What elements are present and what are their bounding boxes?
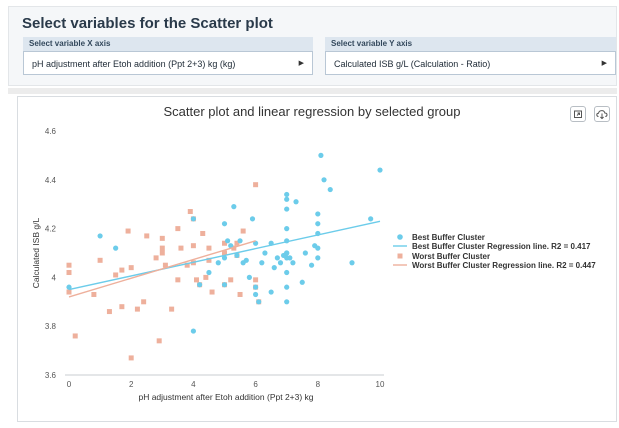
dropdown-arrow-icon: ▶ [298,60,304,67]
panel-title: Select variables for the Scatter plot [22,15,273,32]
x-axis-select[interactable]: pH adjustment after Etoh addition (Ppt 2… [23,51,313,75]
download-cloud-icon [596,110,608,120]
dropdown-arrow-icon: ▶ [601,60,607,67]
y-axis-selector-label: Select variable Y axis [325,37,616,51]
scatter-chart-card [17,96,617,422]
fullscreen-button[interactable] [570,106,586,122]
download-button[interactable] [594,106,610,122]
x-axis-selector-label: Select variable X axis [23,37,313,51]
x-axis-select-value: pH adjustment after Etoh addition (Ppt 2… [32,59,236,69]
y-axis-select-value: Calculated ISB g/L (Calculation - Ratio) [334,59,491,69]
y-axis-select[interactable]: Calculated ISB g/L (Calculation - Ratio)… [325,51,616,75]
section-divider [8,88,617,94]
fullscreen-icon [574,110,582,118]
